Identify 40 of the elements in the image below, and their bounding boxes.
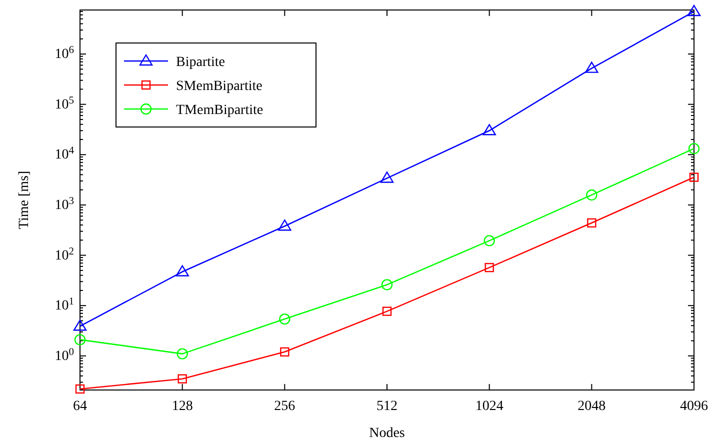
y-tick-label: 10$^{2}$	[54, 246, 74, 264]
y-tick-label: 10$^{3}$	[54, 195, 74, 213]
x-tick-label: 1024	[475, 399, 504, 414]
point	[687, 4, 701, 16]
y-axis-title: Time [ms]	[17, 170, 32, 230]
point	[587, 218, 596, 228]
point	[74, 334, 86, 346]
point	[176, 265, 189, 276]
legend-label: Bipartite	[176, 55, 225, 70]
x-axis-title: Nodes	[369, 426, 405, 441]
y-tick-label: 10$^{6}$	[54, 44, 74, 62]
point	[75, 384, 85, 394]
legend-label: TMemBipartite	[176, 103, 264, 118]
point	[689, 172, 699, 182]
y-tick-label: 10$^{5}$	[54, 94, 74, 112]
point	[586, 189, 598, 201]
point	[73, 320, 87, 331]
x-tick-label: 64	[73, 399, 87, 414]
x-tick-label: 128	[172, 399, 193, 414]
point	[280, 347, 290, 357]
point	[484, 262, 494, 272]
point	[688, 142, 700, 154]
y-tick-label: 10$^{1}$	[54, 296, 74, 314]
point	[176, 348, 188, 360]
y-tick-label: 10$^{0}$	[54, 346, 74, 364]
x-tick-label: 512	[376, 399, 398, 414]
point	[585, 62, 598, 73]
point	[380, 172, 394, 183]
point	[278, 220, 292, 231]
point	[484, 235, 495, 246]
legend-label: SMemBipartite	[176, 79, 262, 94]
x-tick-label: 4096	[680, 399, 708, 414]
y-tick-label: 10$^{4}$	[54, 145, 75, 163]
point	[279, 313, 290, 325]
point	[482, 124, 496, 136]
point	[382, 306, 392, 316]
point	[178, 374, 187, 384]
x-tick-label: 256	[274, 399, 296, 414]
point	[381, 279, 393, 290]
x-tick-label: 2048	[578, 399, 606, 414]
